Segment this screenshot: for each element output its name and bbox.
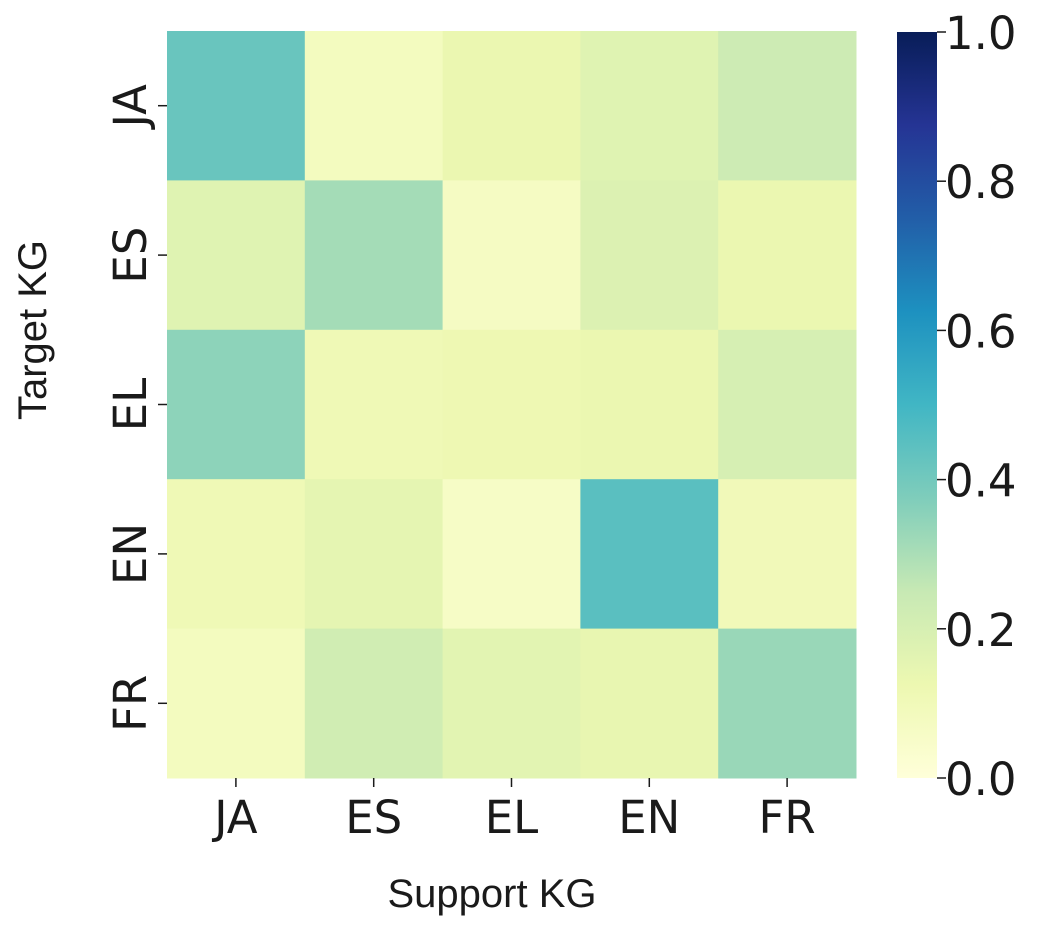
heatmap-cell-ja-ja xyxy=(167,31,306,181)
heatmap-cell-en-en xyxy=(580,479,719,630)
heatmap-cell-fr-es xyxy=(304,628,444,779)
heatmap-cell-el-el xyxy=(442,329,581,480)
x-axis-ticks: JA ES EL EN FR xyxy=(211,778,816,844)
y-tick-label: EN xyxy=(104,523,157,585)
x-tick-label: EN xyxy=(618,791,680,844)
heatmap-cell-ja-en xyxy=(580,31,719,181)
heatmap-cell-fr-ja xyxy=(167,628,306,779)
heatmap-cell-en-el xyxy=(442,479,581,630)
heatmap-cell-en-ja xyxy=(167,479,306,630)
heatmap-cell-es-es xyxy=(304,180,444,331)
x-axis-title: Support KG xyxy=(387,872,596,916)
heatmap-cell-el-en xyxy=(580,329,719,480)
x-tick-label: JA xyxy=(211,791,257,844)
heatmap-cell-ja-fr xyxy=(718,31,857,181)
colorbar xyxy=(897,32,937,778)
x-tick-label: EL xyxy=(485,791,539,844)
heatmap-cell-en-fr xyxy=(718,479,857,630)
heatmap-cell-es-ja xyxy=(167,180,306,331)
y-tick-label: FR xyxy=(104,675,157,732)
colorbar-tick-label: 1.0 xyxy=(945,7,1017,60)
colorbar-tick-label: 0.4 xyxy=(945,455,1017,508)
heatmap-cell-el-ja xyxy=(167,329,306,480)
heatmap-cell-es-fr xyxy=(718,180,857,331)
y-tick-label: EL xyxy=(104,378,157,432)
heatmap-cell-ja-es xyxy=(304,31,444,181)
heatmap-cell-ja-el xyxy=(442,31,581,181)
heatmap-cell-fr-el xyxy=(442,628,581,779)
heatmap-cells xyxy=(167,31,857,779)
heatmap-cell-en-es xyxy=(304,479,444,630)
y-axis-ticks: JA ES EL EN FR xyxy=(104,84,167,732)
heatmap-cell-fr-fr xyxy=(718,628,857,779)
heatmap-cell-es-el xyxy=(442,180,581,331)
colorbar-tick-label: 0.6 xyxy=(945,305,1017,358)
heatmap-cell-el-es xyxy=(304,329,444,480)
y-axis-title: Target KG xyxy=(11,240,55,420)
colorbar-tick-label: 0.0 xyxy=(945,753,1017,806)
heatmap-cell-es-en xyxy=(580,180,719,331)
heatmap-cell-fr-en xyxy=(580,628,719,779)
y-tick-label: JA xyxy=(104,84,157,130)
colorbar-tick-label: 0.8 xyxy=(945,156,1017,209)
colorbar-ticks: 0.0 0.2 0.4 0.6 0.8 1.0 xyxy=(937,7,1017,806)
x-tick-label: FR xyxy=(759,791,816,844)
heatmap-cell-el-fr xyxy=(718,329,857,480)
x-tick-label: ES xyxy=(345,791,402,844)
colorbar-tick-label: 0.2 xyxy=(945,604,1017,657)
y-tick-label: ES xyxy=(104,227,157,284)
